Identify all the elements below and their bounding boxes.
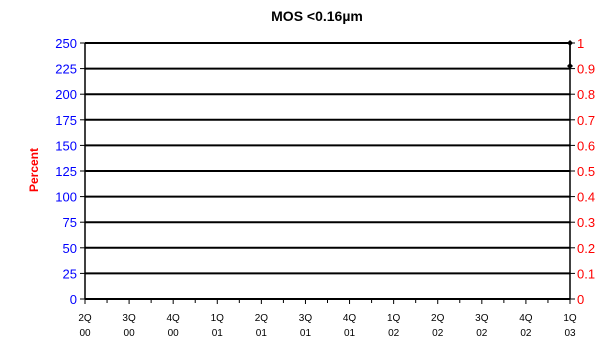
- left-tick-label: 100: [55, 190, 77, 205]
- x-tick-label: 4Q: [343, 313, 357, 324]
- x-tick-label: 02: [388, 328, 400, 338]
- x-tick-label: 01: [300, 328, 312, 338]
- x-tick-label: 02: [520, 328, 532, 338]
- x-tick-label: 00: [79, 328, 91, 338]
- left-tick-label: 150: [55, 138, 77, 153]
- x-tick-label: 00: [124, 328, 136, 338]
- x-tick-label: 01: [256, 328, 268, 338]
- left-y-ticks: 0 25 50 75 100 125 150 175 200 225 250: [55, 36, 85, 307]
- x-tick-label: 2Q: [78, 313, 92, 324]
- x-tick-label: 01: [212, 328, 224, 338]
- left-tick-label: 125: [55, 164, 77, 179]
- chart-title: MOS <0.16µm: [271, 8, 363, 24]
- x-tick-label: 2Q: [255, 313, 269, 324]
- left-tick-label: 200: [55, 87, 77, 102]
- x-tick-label: 3Q: [122, 313, 136, 324]
- left-tick-label: 225: [55, 62, 77, 77]
- x-tick-label: 03: [564, 328, 576, 338]
- right-tick-label: 0.4: [577, 190, 595, 205]
- right-tick-label: 0.2: [577, 241, 595, 256]
- x-tick-label: 3Q: [475, 313, 489, 324]
- right-tick-label: 0.3: [577, 215, 595, 230]
- data-point: [567, 40, 573, 46]
- right-tick-label: 0.1: [577, 266, 595, 281]
- right-y-ticks: 0 0.1 0.2 0.3 0.4 0.5 0.6 0.7 0.8 0.9 1: [570, 36, 595, 307]
- x-tick-label: 1Q: [387, 313, 401, 324]
- right-tick-label: 0.6: [577, 138, 595, 153]
- y-axis-label: Percent: [27, 148, 41, 192]
- left-tick-label: 25: [63, 266, 77, 281]
- left-tick-label: 50: [63, 241, 77, 256]
- right-tick-label: 0.5: [577, 164, 595, 179]
- right-tick-label: 0.9: [577, 62, 595, 77]
- data-series: [567, 40, 573, 70]
- x-ticks: 2Q 00 3Q 00 4Q 00 1Q 01 2Q 01 3Q 01 4Q 01 1Q 02 2Q 02 3Q 02…: [78, 299, 577, 338]
- x-tick-label: 4Q: [519, 313, 533, 324]
- right-tick-label: 0.8: [577, 87, 595, 102]
- right-tick-label: 0.7: [577, 113, 595, 128]
- left-tick-label: 75: [63, 215, 77, 230]
- x-tick-label: 2Q: [431, 313, 445, 324]
- x-tick-label: 1Q: [563, 313, 577, 324]
- x-tick-label: 1Q: [211, 313, 225, 324]
- data-point: [567, 63, 573, 70]
- left-tick-label: 175: [55, 113, 77, 128]
- left-tick-label: 250: [55, 36, 77, 51]
- x-tick-label: 01: [344, 328, 356, 338]
- right-tick-label: 1: [577, 36, 584, 51]
- gridlines: [85, 42, 570, 300]
- x-tick-label: 4Q: [167, 313, 181, 324]
- right-tick-label: 0: [577, 292, 584, 307]
- x-tick-label: 3Q: [299, 313, 313, 324]
- x-tick-label: 02: [432, 328, 444, 338]
- x-tick-label: 02: [476, 328, 488, 338]
- x-tick-label: 00: [168, 328, 180, 338]
- left-tick-label: 0: [70, 292, 77, 307]
